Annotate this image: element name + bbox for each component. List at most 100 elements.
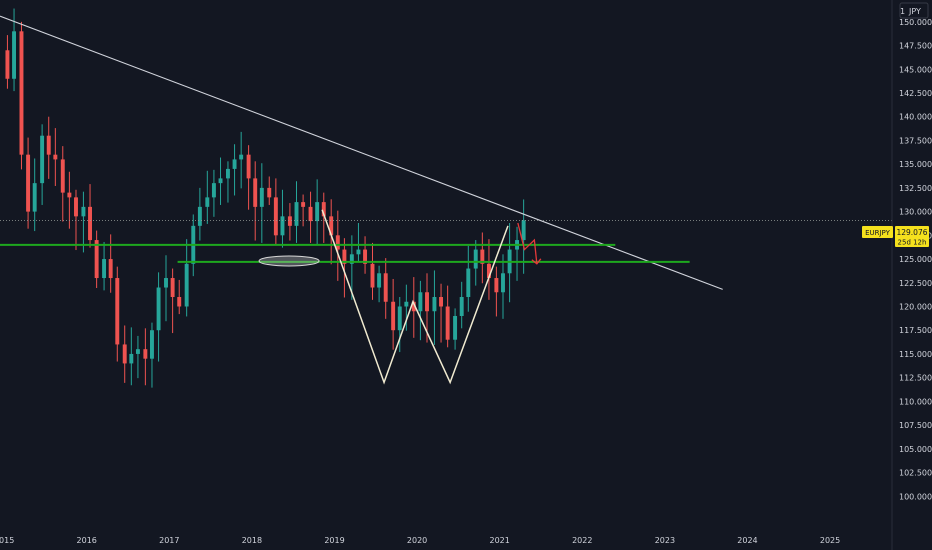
symbol-label-bg [862,226,893,238]
time-tick-label: 2025 [820,536,840,545]
candle-body [445,306,450,340]
candle-body [143,349,148,359]
candle-body [349,254,354,264]
time-tick-label: 2023 [655,536,675,545]
candle-body [418,292,423,312]
candle-body [12,31,17,79]
price-tick-label: 130.000 [899,208,932,217]
candle-body [5,50,10,79]
candle-body [315,202,320,222]
candle-body [19,31,24,155]
candle-body [425,292,429,312]
candle-body [108,259,113,279]
candle-body [205,197,210,207]
candle-body [308,206,313,222]
candle-body [46,135,51,155]
time-tick-label: 2021 [490,536,510,545]
candle-body [32,183,37,212]
price-tick-label: 100.000 [899,492,932,501]
price-tick-label: 147.500 [899,42,932,51]
candle-body [26,154,31,212]
candle-body [397,306,402,331]
candle-body [466,268,471,298]
price-tick-label: 112.500 [899,374,932,383]
time-tick-label: 2015 [0,536,14,545]
time-tick-label: 2024 [737,536,757,545]
last-price-value: 129.076 [896,228,927,237]
price-tick-label: 105.000 [899,445,932,454]
candle-body [377,273,382,288]
candle-body [67,192,72,198]
currency-label: JPY [908,7,921,16]
candle-body [459,297,464,316]
drawings-layer [0,15,892,385]
candle-body [294,202,299,226]
candle-body [494,278,499,293]
candle-body [225,168,230,179]
time-axis[interactable]: 2015 2016 2017 2018 2019 2020 2021 2022 2023 2024… [0,536,840,545]
candle-body [150,330,154,359]
candle-body [232,159,237,169]
candle-body [383,273,388,302]
time-tick-label: 2017 [159,536,179,545]
candle-body [246,154,251,179]
candle-body [115,278,120,345]
price-label: EURJPY 129.076 25d 12h [862,226,929,247]
price-tick-label: 135.000 [899,160,932,169]
candle-body [329,216,334,236]
highlight-ellipse[interactable] [258,255,320,267]
candle-body [280,216,285,236]
candle-body [211,183,216,198]
candle-body [439,297,444,307]
price-tick-label: 102.500 [899,469,932,478]
menu-icon[interactable]: 1 [900,7,905,16]
time-tick-label: 2018 [242,536,262,545]
price-tick-label: 132.500 [899,184,932,193]
candle-body [156,287,161,331]
candle-body [473,249,478,269]
candle-body [88,206,92,241]
currency-button-bg [899,2,929,19]
time-tick-label: 2020 [407,536,427,545]
price-tick-label: 120.000 [899,302,932,311]
candle-body [342,249,347,264]
price-tick-label: 122.500 [899,279,932,288]
candle-body [411,301,416,312]
currency-button[interactable]: JPY [899,2,929,19]
candle-body [177,297,182,307]
candle-body [480,249,485,264]
forecast-arrow[interactable] [517,222,538,264]
candle-body [197,206,202,226]
price-tick-label: 137.500 [899,136,932,145]
candle-body [218,178,223,184]
candle-body [164,278,168,288]
last-price-label-bg [895,226,929,247]
bar-countdown: 25d 12h [898,239,927,247]
candle-body [521,220,526,241]
candle-body [122,344,127,364]
candle-body [53,154,58,160]
double-bottom-pattern[interactable] [321,209,509,385]
candle-body [404,301,409,307]
candle-body [184,263,189,307]
time-tick-label: 2016 [77,536,97,545]
candle-body [356,249,361,255]
candle-body [432,297,437,312]
candle-body [321,202,326,217]
candle-body [60,159,65,193]
price-tick-label: 145.000 [899,65,932,74]
candle-body [259,187,264,207]
candle-body [129,353,134,364]
symbol-label: EURJPY [865,229,891,237]
price-tick-label: 107.500 [899,421,932,430]
time-tick-label: 2019 [324,536,344,545]
time-tick-label: 2022 [572,536,592,545]
candle-body [501,273,505,293]
candle-body [301,202,306,207]
candle-body [40,135,45,184]
candle-body [370,263,375,288]
candle-body [74,197,78,217]
price-tick-label: 140.000 [899,113,932,122]
